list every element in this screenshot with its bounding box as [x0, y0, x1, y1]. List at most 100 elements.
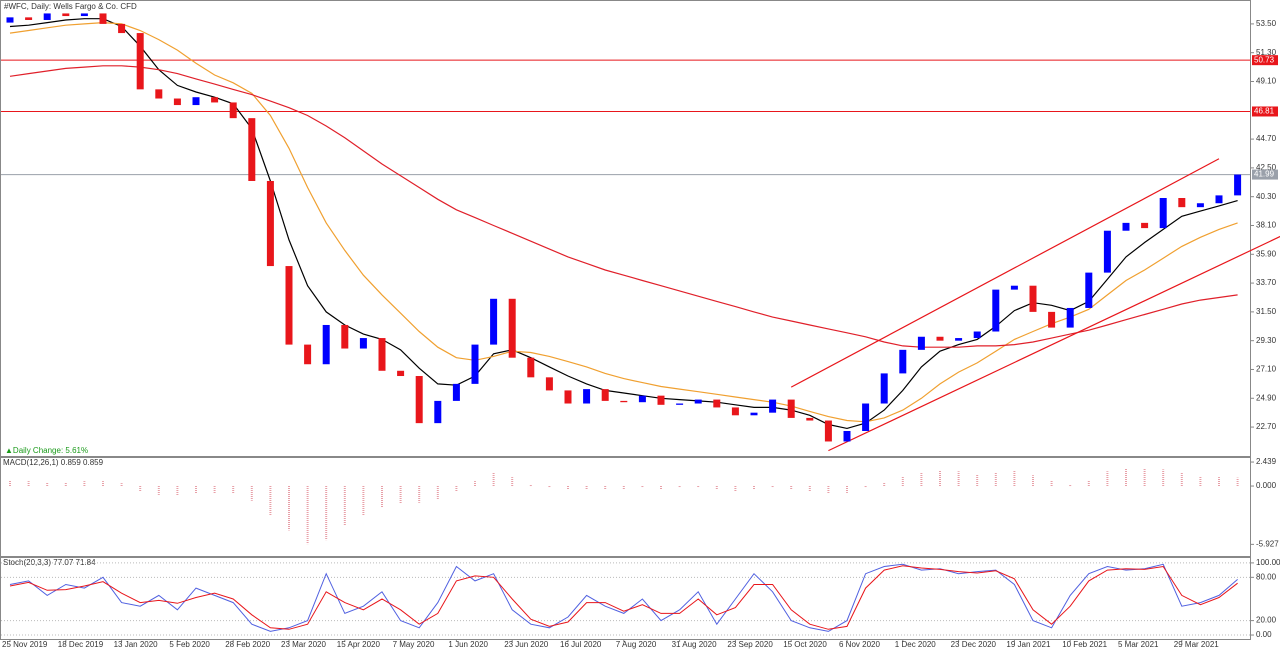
candle [359, 338, 367, 349]
stoch-line [9, 563, 1238, 632]
candle [862, 403, 870, 431]
candle [1085, 272, 1093, 308]
candle [6, 17, 14, 23]
candle [750, 412, 758, 416]
candle [322, 324, 330, 365]
x-tick-label: 28 Feb 2020 [225, 640, 270, 649]
channel-line [790, 158, 1220, 388]
price-level-tag [1252, 106, 1278, 117]
candle [676, 403, 684, 405]
y-tick-label: 35.90 [1256, 249, 1277, 258]
moving-average [9, 21, 1238, 423]
candle [304, 344, 312, 365]
candle [341, 324, 349, 349]
y-tick-label: 27.10 [1256, 365, 1277, 374]
y-tick-label: 20.00 [1256, 616, 1277, 625]
candle [545, 377, 553, 391]
candle [155, 89, 163, 99]
x-tick-label: 1 Dec 2020 [895, 640, 936, 649]
candle [118, 23, 126, 34]
candle [1066, 307, 1074, 328]
x-tick-label: 23 Sep 2020 [727, 640, 773, 649]
candle [936, 336, 944, 341]
candle [601, 389, 609, 401]
price-level-tag [1252, 169, 1278, 180]
x-tick-label: 25 Nov 2019 [2, 640, 48, 649]
candle [211, 97, 219, 103]
y-tick-label: 51.30 [1256, 48, 1277, 57]
candle [266, 180, 274, 267]
candle [1234, 174, 1242, 196]
candle [955, 338, 963, 341]
candle [229, 102, 237, 119]
candle [1010, 285, 1018, 290]
x-tick-label: 15 Apr 2020 [337, 640, 381, 649]
y-tick-label: 100.00 [1256, 558, 1280, 567]
x-tick-label: 18 Dec 2019 [58, 640, 104, 649]
candle [564, 390, 572, 404]
y-tick-label: 24.90 [1256, 393, 1277, 402]
candle [657, 395, 665, 405]
candle [899, 349, 907, 374]
price-level-label: 50.73 [1254, 55, 1275, 64]
y-tick-label: 33.70 [1256, 278, 1277, 287]
y-tick-label: 42.50 [1256, 163, 1277, 172]
candle [973, 331, 981, 339]
candle [490, 298, 498, 345]
y-tick-label: 49.10 [1256, 77, 1277, 86]
macd-pane [0, 457, 1251, 557]
price-level-label: 41.99 [1254, 170, 1275, 179]
y-tick-label: 2.439 [1256, 457, 1277, 466]
candle [1141, 222, 1149, 229]
stoch-line [9, 565, 1238, 630]
x-tick-label: 16 Jul 2020 [560, 640, 602, 649]
candle [527, 357, 535, 378]
x-tick-label: 6 Nov 2020 [839, 640, 880, 649]
candle [25, 17, 33, 20]
price-pane [0, 0, 1251, 457]
candle [397, 370, 405, 377]
y-tick-label: 44.70 [1256, 134, 1277, 143]
x-tick-label: 29 Mar 2021 [1174, 640, 1219, 649]
candle [917, 336, 925, 350]
candle [620, 400, 628, 403]
x-tick-label: 23 Dec 2020 [951, 640, 997, 649]
candle [731, 407, 739, 416]
y-tick-label: 38.10 [1256, 221, 1277, 230]
candle [1048, 311, 1056, 328]
candle [824, 420, 832, 442]
candle [880, 373, 888, 404]
x-tick-label: 10 Feb 2021 [1062, 640, 1107, 649]
candle [1103, 230, 1111, 273]
price-level-tag [1252, 55, 1278, 66]
candle [992, 289, 1000, 332]
candle [694, 399, 702, 404]
candle [1122, 222, 1130, 231]
candle [471, 344, 479, 384]
y-tick-label: 31.50 [1256, 307, 1277, 316]
candle [806, 417, 814, 421]
x-tick-label: 13 Jan 2020 [114, 640, 159, 649]
candle [508, 298, 516, 358]
candle [1159, 198, 1167, 229]
candle [173, 98, 181, 106]
candle [80, 13, 88, 17]
candle [583, 389, 591, 404]
candle [1029, 285, 1037, 312]
x-tick-label: 5 Feb 2020 [169, 640, 210, 649]
candle [99, 13, 107, 24]
candle [62, 13, 70, 17]
chart-title: #WFC, Daily: Wells Fargo & Co. CFD [4, 2, 137, 11]
x-tick-label: 19 Jan 2021 [1006, 640, 1051, 649]
candle [769, 399, 777, 413]
candle [1215, 195, 1223, 204]
x-tick-label: 1 Jun 2020 [448, 640, 488, 649]
candle [1178, 198, 1186, 208]
candle [843, 430, 851, 442]
candle [378, 338, 386, 371]
y-tick-label: 22.70 [1256, 422, 1277, 431]
candle [713, 399, 721, 408]
candle [43, 13, 51, 20]
stoch-pane [0, 557, 1251, 640]
